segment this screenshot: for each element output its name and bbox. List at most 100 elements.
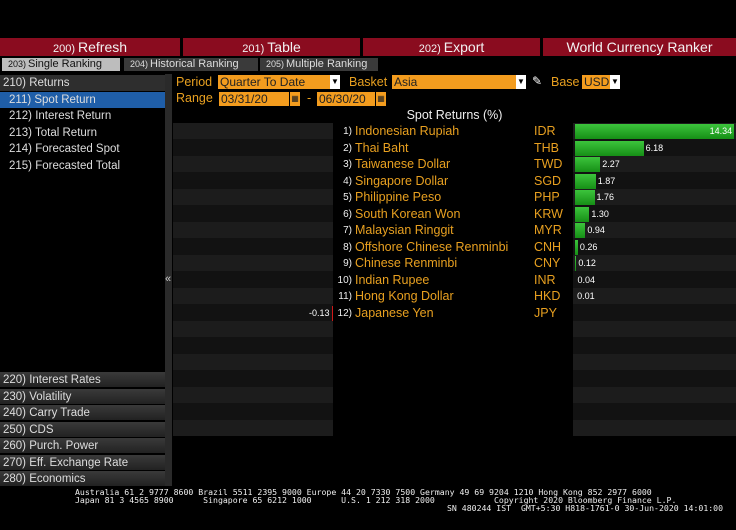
dropdown-arrow[interactable]: ▼ [610,75,620,89]
row-stripe [173,354,333,370]
range-sep: - [307,91,312,105]
currency-code: KRW [534,206,563,221]
currency-name[interactable]: Thai Baht [355,140,409,155]
period-field[interactable]: Quarter To Date [218,75,330,89]
tab-label: Multiple Ranking [286,58,368,70]
bar [575,256,577,271]
currency-code: THB [534,140,559,155]
tab[interactable]: 204) Historical Ranking [124,58,258,71]
rank: 7) [343,225,352,236]
refresh-button[interactable]: 200) Refresh [0,38,180,56]
edit-icon[interactable]: ✎ [532,74,543,88]
range-label: Range [176,91,213,105]
footer-line: SN 480244 IST GMT+5:30 H818-1761-0 30-Ju… [447,503,724,513]
menu-item[interactable]: 215) Forecasted Total [0,157,165,174]
currency-name[interactable]: South Korean Won [355,206,461,221]
footer-line: Japan 81 3 4565 8900 Singapore 65 6212 1… [75,495,677,505]
base-field[interactable]: USD [582,75,610,89]
tab-code: 205) [266,59,285,69]
menu-item[interactable]: 211) Spot Return [0,91,165,108]
table-button[interactable]: 201) Table [183,38,360,56]
menu-item[interactable]: 240) Carry Trade [0,405,165,421]
rank: 4) [343,175,352,187]
bar [575,157,601,172]
row-stripe [573,156,736,172]
row-stripe [573,189,736,205]
currency-code: MYR [534,223,562,237]
dropdown-arrow[interactable]: ▼ [516,75,526,89]
currency-name[interactable]: Philippine Peso [355,190,442,204]
rank: 8) [343,241,352,253]
bar [331,305,333,321]
currency-name[interactable]: Malaysian Ringgit [355,223,454,237]
row-stripe [573,222,736,238]
row-stripe [173,156,333,172]
calendar-icon[interactable]: ▦ [290,92,300,106]
menu-item[interactable]: 280) Economics [0,471,165,487]
bar [575,140,644,156]
row-stripe [573,387,736,403]
row-stripe [573,321,736,337]
range-start[interactable]: 03/31/20 [219,92,289,106]
app-title: World Currency Ranker [543,38,736,56]
currency-code: CNH [534,239,562,254]
bar [575,223,586,238]
period-label: Period [176,75,213,89]
currency-name[interactable]: Taiwanese Dollar [355,157,451,171]
calendar-icon[interactable]: ▦ [376,92,386,106]
bar [575,124,735,139]
currency-code: HKD [534,289,561,303]
bar [575,190,595,205]
menu-item[interactable]: 270) Eff. Exchange Rate [0,454,165,471]
tab-code: 203) [8,59,27,69]
currency-name[interactable]: Chinese Renminbi [355,256,458,270]
range-end[interactable]: 06/30/20 [317,92,375,106]
button-label: Export [443,39,485,55]
menu-item[interactable]: 214) Forecasted Spot [0,141,165,157]
value-label: 1.76 [596,192,615,202]
menu-item[interactable]: 210) Returns [0,75,165,91]
currency-name[interactable]: Offshore Chinese Renminbi [355,239,509,254]
row-stripe [573,354,736,370]
rank: 2) [343,142,352,154]
base-label: Base [551,75,580,89]
dropdown-arrow[interactable]: ▼ [330,75,340,89]
row-stripe [573,255,736,271]
currency-name[interactable]: Hong Kong Dollar [355,289,454,303]
row-stripe [573,288,736,304]
currency-name[interactable]: Singapore Dollar [355,173,449,188]
currency-code: CNY [534,256,561,270]
button-code: 200) [52,43,75,55]
footer-line: Australia 61 2 9777 8600 Brazil 5511 239… [75,487,652,497]
button-label: Table [267,39,301,55]
value-label: 0.26 [579,241,598,252]
basket-label: Basket [349,75,388,89]
rank: 6) [343,208,352,220]
collapse-arrow[interactable]: « [165,273,172,285]
tab-code: 204) [130,59,149,69]
menu-item[interactable]: 250) CDS [0,421,165,438]
menu-item[interactable]: 220) Interest Rates [0,372,165,388]
currency-name[interactable]: Japanese Yen [355,305,434,320]
tab-label: Historical Ranking [150,58,239,70]
menu-item[interactable]: 213) Total Return [0,124,165,141]
currency-name[interactable]: Indian Rupee [355,272,430,287]
button-label: Refresh [78,39,128,55]
bar [575,206,590,222]
tab[interactable]: 205) Multiple Ranking [260,58,378,71]
export-button[interactable]: 202) Export [363,38,540,56]
button-code: 202) [418,43,441,55]
value-label: 0.04 [577,274,595,285]
menu-item[interactable]: 212) Interest Return [0,108,165,124]
currency-code: TWD [534,157,563,171]
tab[interactable]: 203) Single Ranking [2,58,120,71]
menu-item[interactable]: 260) Purch. Power [0,438,165,454]
basket-field[interactable]: Asia [392,75,516,89]
negative-panel [173,123,333,430]
value-label: 6.18 [645,142,664,153]
row-stripe [173,387,333,403]
menu-item[interactable]: 230) Volatility [0,388,165,405]
currency-name[interactable]: Indonesian Rupiah [355,124,460,138]
row-stripe [173,420,333,436]
splitter [165,74,172,486]
